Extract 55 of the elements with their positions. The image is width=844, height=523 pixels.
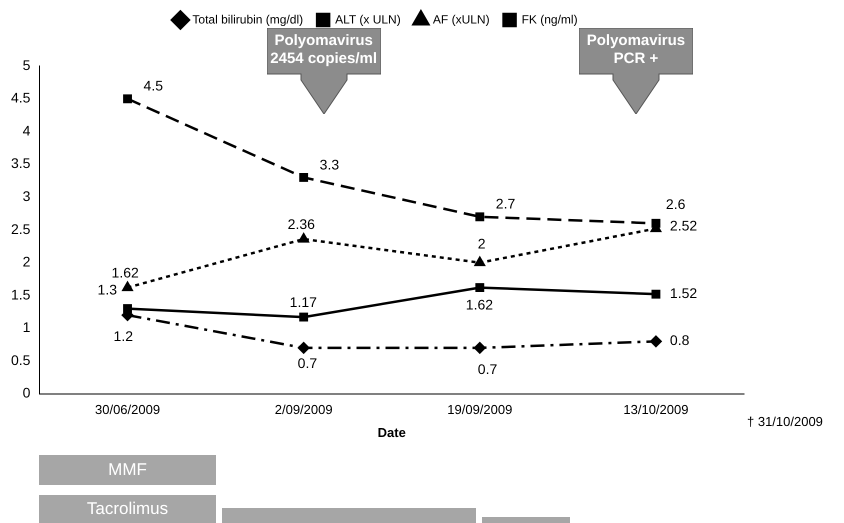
x-tick-label: 19/09/2009 <box>447 402 512 418</box>
data-label: 2.7 <box>496 196 516 212</box>
y-tick-label: 4.5 <box>10 90 31 106</box>
y-tick-label: 2.5 <box>10 220 31 237</box>
data-label: 2.36 <box>288 216 316 232</box>
point <box>474 256 485 266</box>
data-label: 3.3 <box>320 156 340 172</box>
annotation: Polyomavirus 2454 copies/ml <box>269 32 378 68</box>
point <box>299 173 308 182</box>
x-tick-label: 2/09/2009 <box>274 402 333 418</box>
y-tick-label: 0.5 <box>10 352 31 368</box>
x-axis-title: Date <box>378 424 406 440</box>
point <box>474 342 486 354</box>
point <box>299 312 308 322</box>
y-tick-label: 3 <box>22 188 31 204</box>
point <box>298 342 310 354</box>
y-tick-label: 5 <box>22 56 31 73</box>
text: MMF <box>39 455 216 485</box>
data-label: 2.52 <box>670 217 698 234</box>
point <box>123 94 132 104</box>
point <box>652 290 660 299</box>
y-tick-label: 2 <box>22 254 31 270</box>
text: Tacrolimus <box>39 495 216 523</box>
legend-label: Total bilirubin (mg/dl) <box>192 12 304 26</box>
y-tick-label: 1.5 <box>10 286 31 302</box>
data-label: 1.62 <box>112 264 139 280</box>
data-label: 0.7 <box>298 354 318 371</box>
point <box>475 283 484 292</box>
data-label: 0.8 <box>670 332 690 348</box>
y-tick-label: 0 <box>22 384 31 401</box>
callout-arrow: Polyomavirus PCR + <box>578 28 693 114</box>
y-tick-label: 4 <box>22 122 31 138</box>
data-label: 2.6 <box>666 196 686 212</box>
x-tick-label: 30/06/2009 <box>94 402 160 418</box>
legend-label: AF (xULN) <box>432 12 490 26</box>
data-label: 1.17 <box>290 294 318 310</box>
legend-label: ALT (x ULN) <box>335 12 401 26</box>
point <box>122 282 133 292</box>
x-tick-label: 13/10/2009 <box>623 402 688 418</box>
data-label: 1.3 <box>98 281 118 298</box>
data-label: 4.5 <box>144 78 164 94</box>
data-label: 1.52 <box>670 285 698 302</box>
y-tick-label: 1 <box>22 319 31 336</box>
data-label: 2 <box>478 236 486 252</box>
point <box>475 212 484 222</box>
callout-arrow: Polyomavirus 2454 copies/ml <box>266 28 381 114</box>
point <box>650 336 662 348</box>
annotation: Polyomavirus PCR + <box>586 32 686 68</box>
point <box>298 233 309 243</box>
data-label: 1.62 <box>466 296 494 312</box>
data-label: 0.7 <box>478 360 498 377</box>
y-tick-label: 3.5 <box>10 155 31 172</box>
text: † 31/10/2009 <box>747 414 823 429</box>
legend-label: FK (ng/ml) <box>522 12 578 26</box>
data-label: 1.2 <box>114 328 134 344</box>
